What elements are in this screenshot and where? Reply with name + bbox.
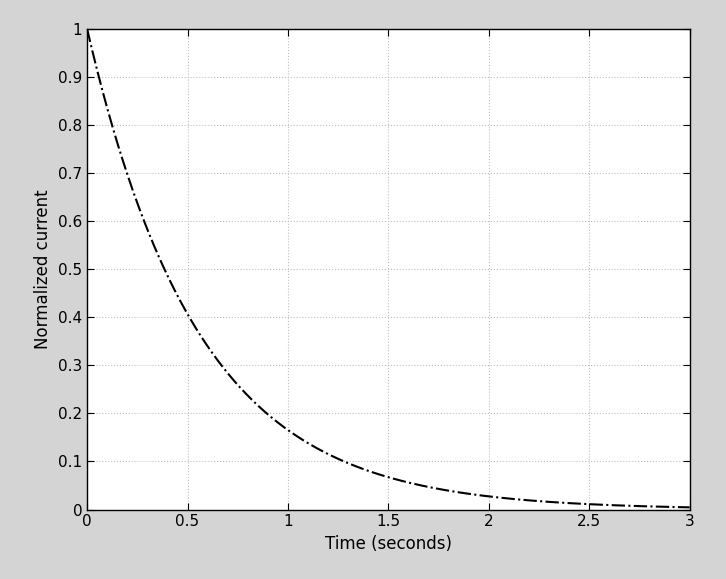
Y-axis label: Normalized current: Normalized current xyxy=(34,189,52,349)
X-axis label: Time (seconds): Time (seconds) xyxy=(325,535,452,553)
